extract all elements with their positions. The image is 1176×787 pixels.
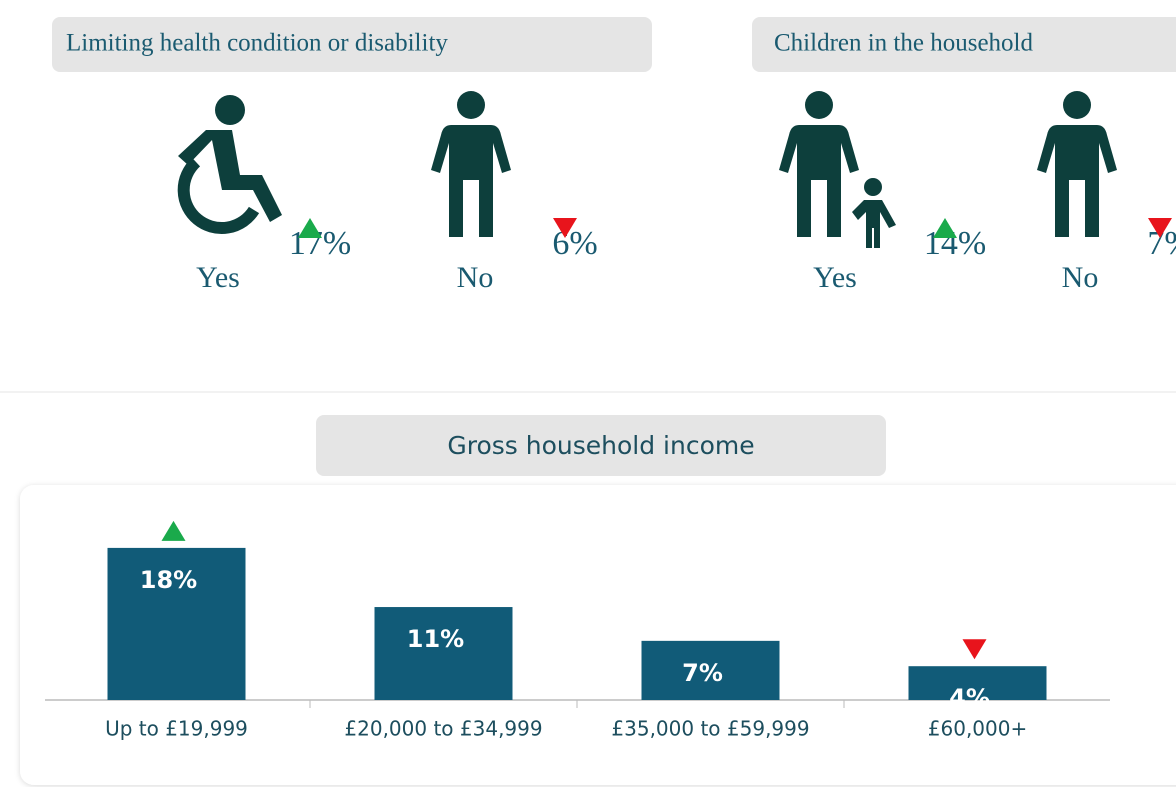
trend-arrow [962, 639, 987, 660]
bar [641, 640, 780, 700]
person-icon [431, 91, 511, 237]
item-label: No [1062, 261, 1099, 294]
trend-arrow [553, 218, 577, 238]
item-value: 14% [924, 225, 986, 262]
trend-arrow [933, 218, 957, 238]
x-tick-label: Up to £19,999 [105, 717, 248, 741]
trend-arrow [298, 218, 322, 238]
item-value: 6% [552, 225, 597, 262]
wheelchair-icon [177, 95, 282, 234]
chart-header [316, 415, 886, 476]
bar-value-label: 18% [140, 566, 197, 594]
bar [107, 547, 246, 700]
item-label: Yes [196, 261, 240, 294]
panel-header [52, 17, 652, 72]
item-label: Yes [813, 261, 857, 294]
trend-arrow [1148, 218, 1172, 238]
bar [374, 607, 513, 700]
chart-card [20, 485, 1176, 785]
bar-value-label: 7% [682, 659, 723, 687]
bar [908, 666, 1047, 700]
item-value: 17% [289, 225, 351, 262]
panel-header [752, 17, 1176, 72]
trend-arrow [161, 520, 186, 541]
bar-value-label: 11% [407, 625, 464, 653]
panel-title: Limiting health condition or disability [66, 30, 448, 57]
chart-title: Gross household income [447, 431, 754, 460]
item-label: No [457, 261, 494, 294]
panel-title: Children in the household [774, 30, 1033, 57]
x-tick-label: £20,000 to £34,999 [344, 717, 542, 741]
parent-child-icon [779, 91, 896, 248]
bar-value-label: 4% [949, 684, 990, 712]
person-icon [1037, 91, 1117, 237]
x-tick-label: £35,000 to £59,999 [611, 717, 809, 741]
x-tick-label: £60,000+ [928, 717, 1027, 741]
